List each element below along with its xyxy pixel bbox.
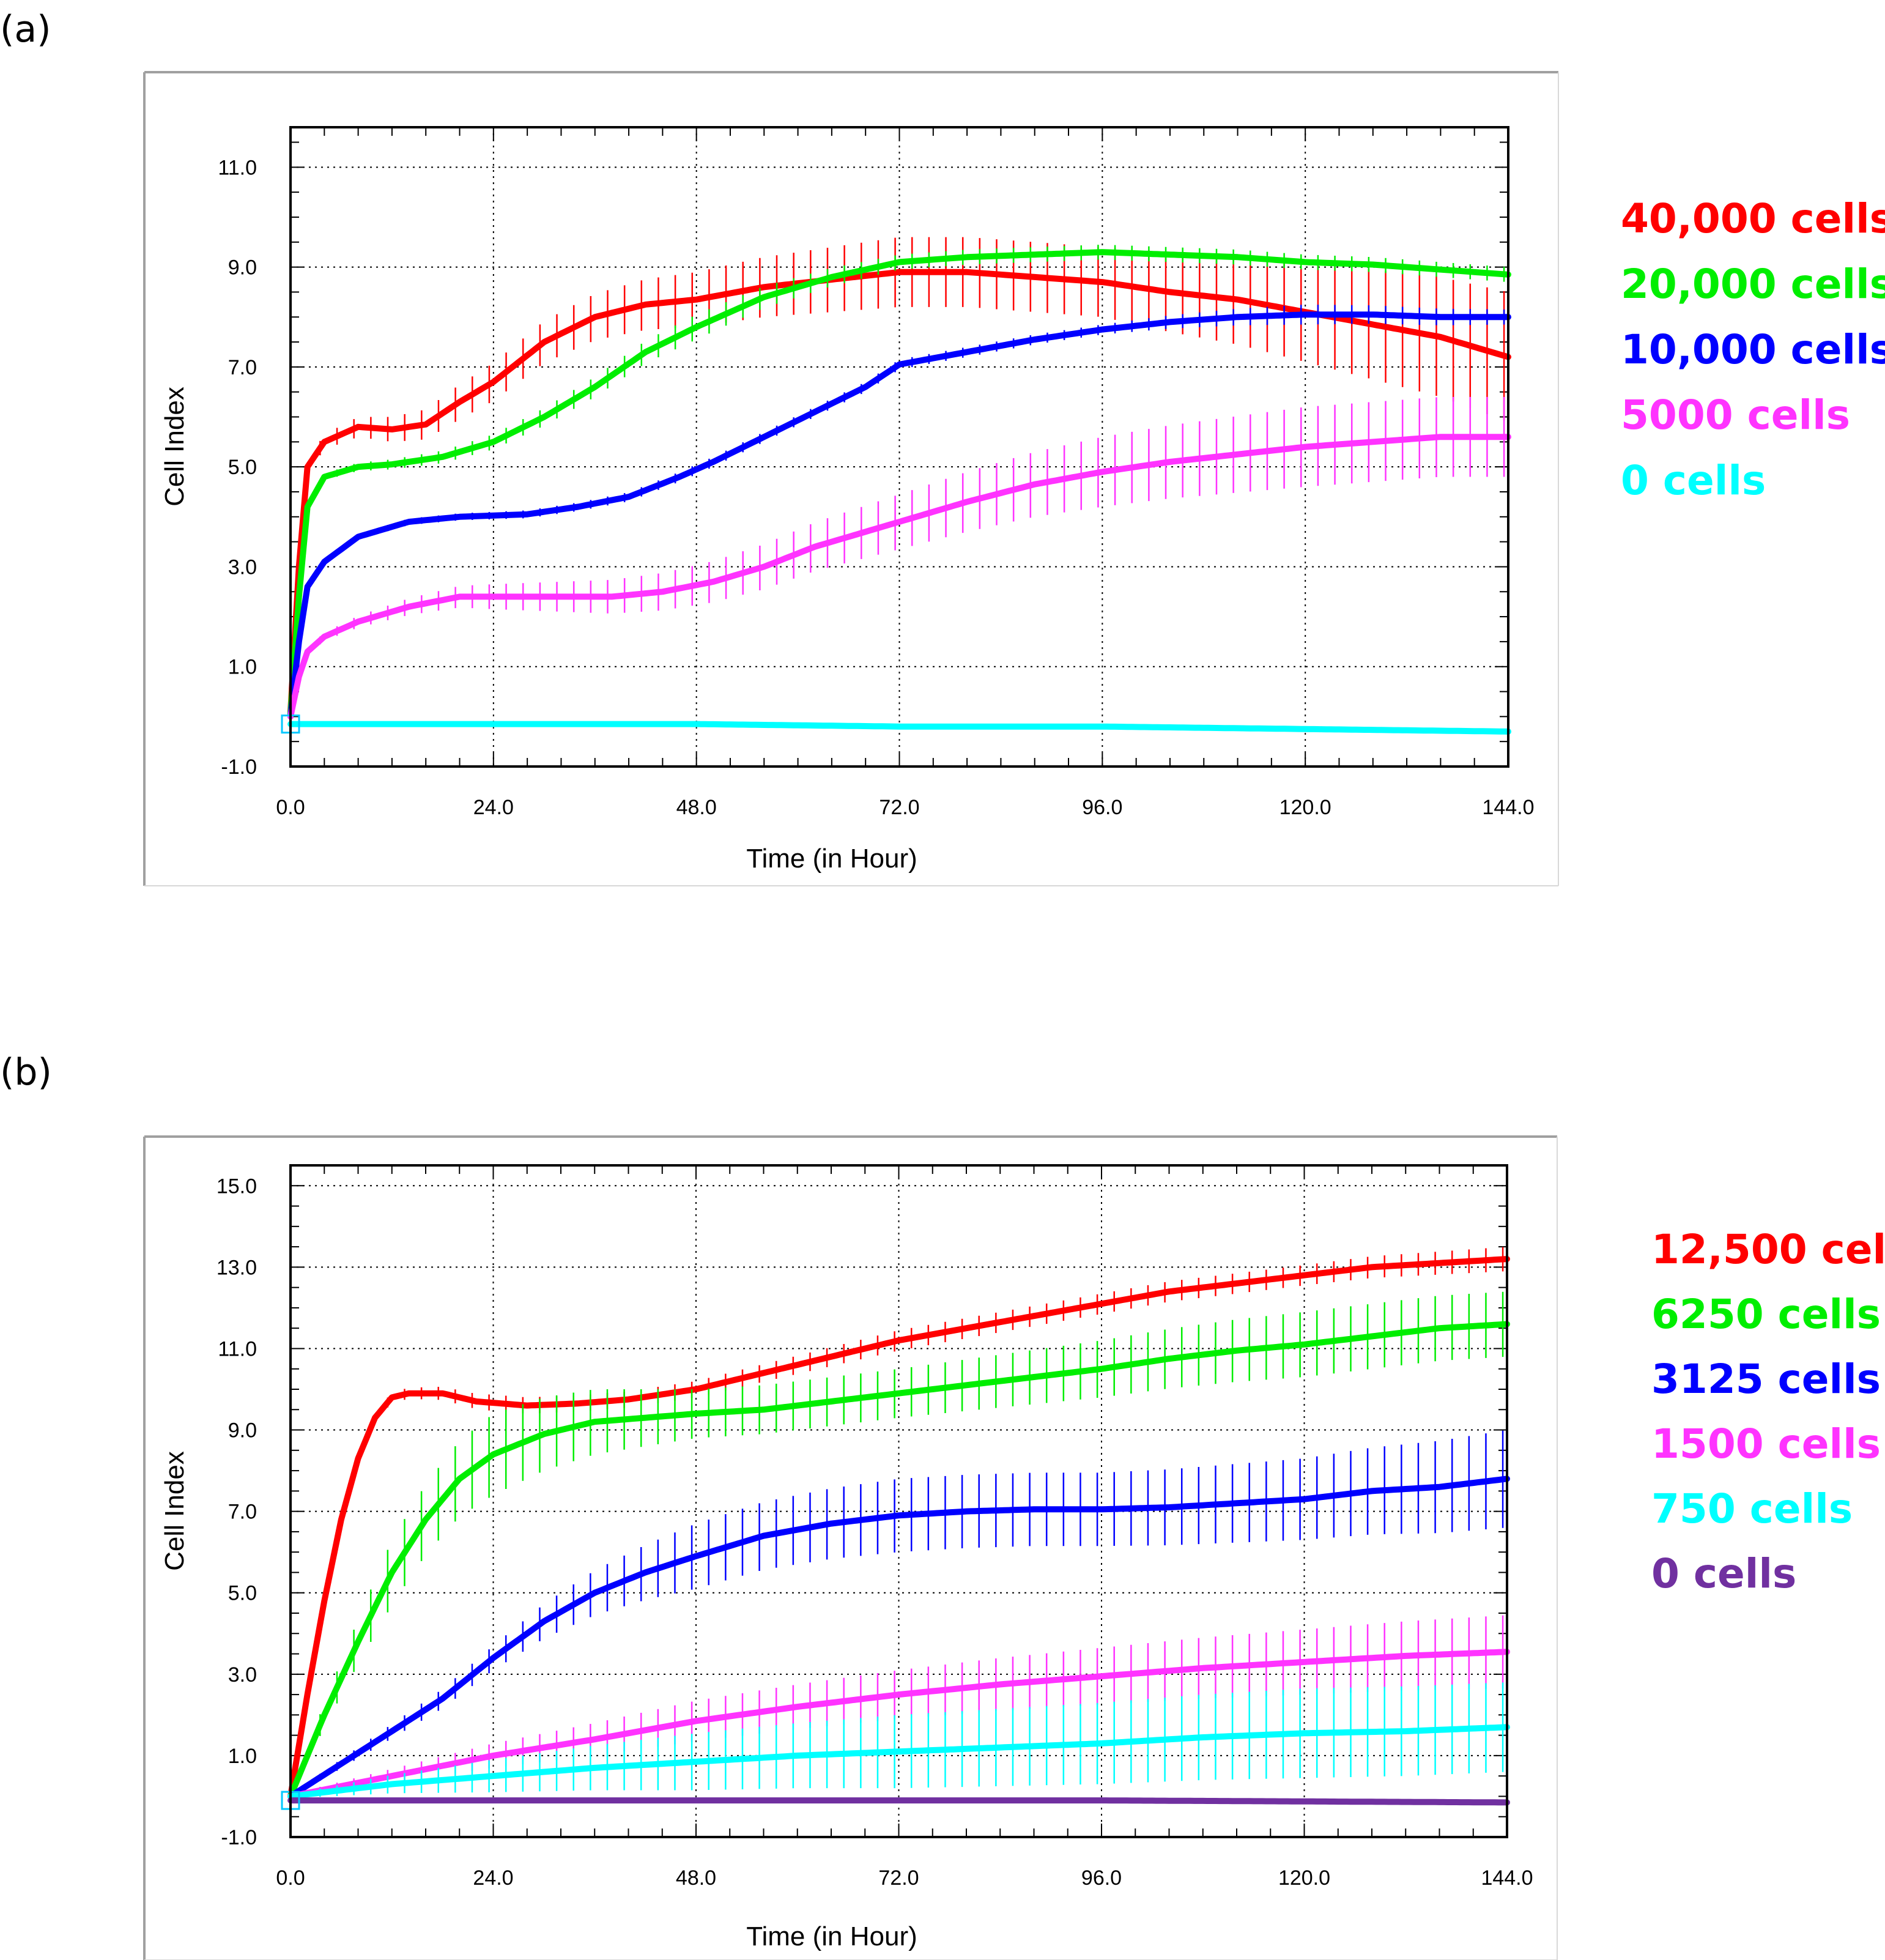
y-tick-label: 1.0 <box>228 1745 257 1768</box>
series-0-cells <box>287 721 1511 735</box>
x-tick-label: 24.0 <box>473 1866 513 1890</box>
series-10-000-cells <box>287 305 1511 720</box>
series-750-cells <box>287 1682 1510 1800</box>
series-6250-cells <box>287 1291 1510 1800</box>
y-tick-label: 3.0 <box>228 1663 257 1687</box>
series-line <box>287 434 1511 720</box>
y-tick-label: 7.0 <box>228 1501 257 1524</box>
legend-entry: 750 cells <box>1651 1485 1853 1532</box>
x-axis-title: Time (in Hour) <box>746 1921 917 1951</box>
x-tick-label: 72.0 <box>879 796 919 819</box>
x-tick-label: 120.0 <box>1278 1866 1330 1890</box>
x-tick-label: 72.0 <box>878 1866 919 1890</box>
x-tick-label: 24.0 <box>473 796 514 819</box>
legend-entry: 20,000 cells <box>1621 261 1885 308</box>
x-tick-label: 48.0 <box>676 796 717 819</box>
plot-border <box>289 1164 1508 1838</box>
y-tick-label: 3.0 <box>228 555 257 579</box>
y-tick-label: -1.0 <box>221 755 257 779</box>
legend-entry: 0 cells <box>1651 1550 1796 1597</box>
legend-entry: 3125 cells <box>1651 1356 1881 1403</box>
x-tick-label: 48.0 <box>676 1866 716 1890</box>
series-line <box>287 1321 1510 1800</box>
y-tick-label: 11.0 <box>218 1337 257 1360</box>
series-0-cells <box>287 1797 1510 1806</box>
series-line <box>287 1724 1510 1800</box>
legend: 12,500 cell 6250 cells 3125 cells 1500 cell… <box>1651 1226 1885 1597</box>
plot-border <box>289 126 1509 768</box>
legend-entry: 12,500 cell <box>1651 1226 1885 1273</box>
legend-entry: 10,000 cells <box>1621 326 1885 373</box>
chart-panel-a: (a) 0.0 24.0 48.0 72.0 96.0 120.0 144.0 -1.0 1.0 3… <box>0 8 1885 886</box>
y-tick-label: -1.0 <box>221 1826 257 1849</box>
series-1500-cells <box>287 1615 1510 1800</box>
x-tick-label: 96.0 <box>1081 1866 1122 1890</box>
y-tick-label: 9.0 <box>228 1419 257 1442</box>
series-line <box>287 1256 1510 1800</box>
panel-label: (a) <box>0 8 51 51</box>
series-line <box>287 249 1511 718</box>
y-tick-label: 11.0 <box>218 156 257 179</box>
x-tick-label: 0.0 <box>276 796 305 819</box>
series-line <box>287 1649 1510 1800</box>
plot-area <box>291 1165 1507 1837</box>
y-tick-label: 5.0 <box>228 456 257 479</box>
legend-entry: 1500 cells <box>1651 1420 1881 1468</box>
legend-entry: 6250 cells <box>1651 1291 1881 1338</box>
chart-panel-b: (b) 0.0 24.0 48.0 72.0 96.0 120.0 144.0 -1.0 1.0 3… <box>0 1051 1885 1960</box>
series-line <box>287 721 1511 735</box>
x-tick-label: 120.0 <box>1280 796 1331 819</box>
y-tick-label: 7.0 <box>228 356 257 379</box>
legend-entry: 40,000 cells <box>1621 195 1885 242</box>
series-line <box>287 1797 1510 1806</box>
y-tick-label: 5.0 <box>228 1582 257 1605</box>
y-axis-title: Cell Index <box>160 387 190 507</box>
legend: 40,000 cells 20,000 cells 10,000 cells 5000… <box>1621 195 1885 504</box>
legend-entry: 0 cells <box>1621 457 1766 504</box>
legend-entry: 5000 cells <box>1621 392 1850 439</box>
x-tick-label: 144.0 <box>1482 796 1534 819</box>
y-axis-title: Cell Index <box>160 1451 190 1571</box>
y-tick-label: 15.0 <box>217 1175 257 1198</box>
x-tick-label: 96.0 <box>1082 796 1122 819</box>
y-tick-label: 9.0 <box>228 256 257 280</box>
series-line <box>287 1476 1510 1800</box>
panel-label: (b) <box>0 1051 52 1094</box>
x-axis-title: Time (in Hour) <box>746 844 917 874</box>
series-3125-cells <box>287 1430 1510 1800</box>
x-tick-label: 144.0 <box>1481 1866 1533 1890</box>
series-5000-cells <box>287 396 1511 720</box>
y-tick-label: 1.0 <box>228 656 257 679</box>
series-line <box>287 311 1511 720</box>
series-20-000-cells <box>287 245 1511 718</box>
x-tick-label: 0.0 <box>276 1866 305 1890</box>
y-tick-label: 13.0 <box>217 1256 257 1279</box>
